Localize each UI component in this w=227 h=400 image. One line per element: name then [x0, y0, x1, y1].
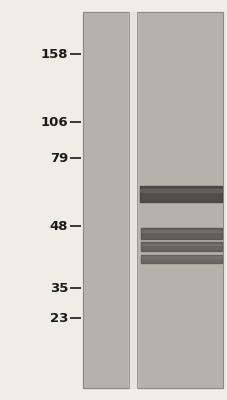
Bar: [136, 12, 222, 388]
Bar: [141, 230, 221, 232]
Bar: [141, 244, 221, 246]
Bar: [83, 12, 128, 388]
Text: 158: 158: [41, 48, 68, 60]
Bar: [141, 242, 221, 251]
Bar: [128, 12, 136, 388]
Text: 106: 106: [41, 116, 68, 128]
Bar: [140, 186, 221, 202]
Bar: [141, 256, 221, 258]
Text: 79: 79: [50, 152, 68, 164]
Text: 48: 48: [50, 220, 68, 232]
Bar: [0, 12, 83, 388]
Text: 23: 23: [50, 312, 68, 324]
Bar: [140, 189, 221, 192]
Bar: [141, 228, 221, 239]
Bar: [141, 255, 221, 263]
Text: 35: 35: [50, 282, 68, 294]
Bar: [136, 12, 222, 388]
Bar: [83, 12, 128, 388]
